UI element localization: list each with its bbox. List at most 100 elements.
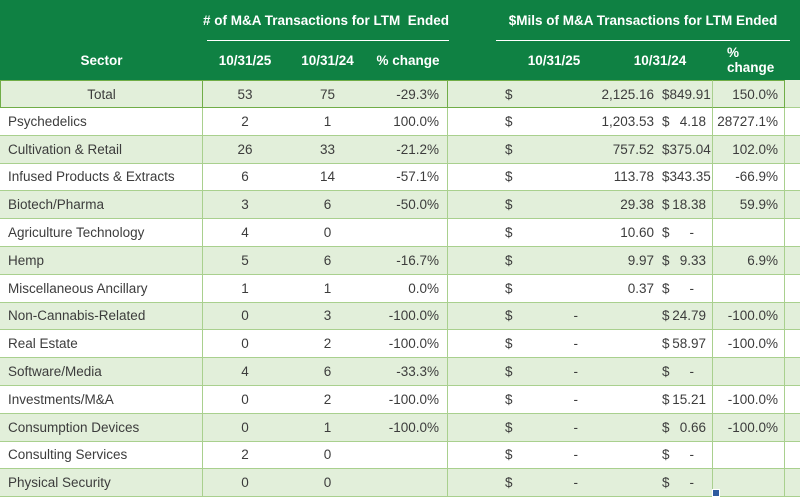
- sector-cell[interactable]: Software/Media: [0, 358, 203, 386]
- dollars-pct-change-cell[interactable]: [713, 358, 785, 386]
- dollars-2025-cell[interactable]: $ -: [448, 358, 660, 386]
- count-2024-cell[interactable]: 75: [287, 80, 368, 108]
- dollars-2025-cell[interactable]: $ -: [448, 442, 660, 470]
- dollars-pct-change-cell[interactable]: -100.0%: [713, 413, 785, 442]
- dollars-pct-change-cell[interactable]: 59.9%: [713, 191, 785, 220]
- count-2025-cell[interactable]: 2: [203, 442, 287, 470]
- count-2025-cell[interactable]: 0: [203, 386, 287, 414]
- count-2024-cell[interactable]: 3: [287, 302, 368, 331]
- dollars-pct-change-cell[interactable]: [713, 441, 785, 470]
- count-2024-cell[interactable]: 6: [287, 191, 368, 220]
- count-2025-cell[interactable]: 53: [203, 80, 287, 108]
- sector-cell[interactable]: Cultivation & Retail: [0, 135, 203, 164]
- sector-cell[interactable]: Physical Security: [0, 469, 203, 498]
- count-pct-change-cell[interactable]: 0.0%: [368, 274, 448, 303]
- dollars-2024-cell[interactable]: $ 9.33: [660, 246, 713, 275]
- count-pct-change-cell[interactable]: [368, 441, 448, 470]
- dollars-pct-change-cell[interactable]: 102.0%: [713, 135, 785, 164]
- dollars-pct-change-cell[interactable]: 28727.1%: [713, 108, 785, 136]
- count-pct-change-cell[interactable]: -100.0%: [368, 302, 448, 331]
- count-2024-cell[interactable]: 1: [287, 108, 368, 136]
- sector-cell[interactable]: Consumption Devices: [0, 413, 203, 442]
- count-pct-change-cell[interactable]: -100.0%: [368, 330, 448, 359]
- count-pct-change-cell[interactable]: [368, 219, 448, 247]
- count-2025-cell[interactable]: 5: [203, 246, 287, 275]
- sector-cell[interactable]: Psychedelics: [0, 108, 203, 136]
- count-pct-change-cell[interactable]: -33.3%: [368, 358, 448, 386]
- sector-cell[interactable]: Biotech/Pharma: [0, 191, 203, 220]
- count-2024-cell[interactable]: 1: [287, 275, 368, 303]
- count-2025-cell[interactable]: 2: [203, 108, 287, 136]
- dollars-2024-cell[interactable]: $ -: [660, 274, 713, 303]
- count-pct-change-cell[interactable]: -29.3%: [368, 80, 448, 108]
- dollars-2025-cell[interactable]: $ -: [448, 330, 660, 359]
- dollars-2025-cell[interactable]: $ -: [448, 469, 660, 498]
- count-pct-change-cell[interactable]: -16.7%: [368, 246, 448, 275]
- count-2024-cell[interactable]: 14: [287, 164, 368, 192]
- count-2025-cell[interactable]: 4: [203, 358, 287, 386]
- count-2025-cell[interactable]: 0: [203, 302, 287, 331]
- count-2025-cell[interactable]: 3: [203, 191, 287, 220]
- dollars-2025-cell[interactable]: $ 10.60: [448, 219, 660, 247]
- dollars-pct-change-cell[interactable]: [713, 469, 785, 498]
- sector-cell[interactable]: Consulting Services: [0, 441, 203, 470]
- count-2024-cell[interactable]: 2: [287, 330, 368, 359]
- dollars-2024-cell[interactable]: $ -: [660, 219, 713, 247]
- dollars-2025-cell[interactable]: $ 757.52: [448, 135, 660, 164]
- dollars-2024-cell[interactable]: $ -: [660, 441, 713, 470]
- selection-fill-handle[interactable]: [712, 489, 720, 497]
- dollars-2025-cell[interactable]: $ 2,125.16: [448, 80, 660, 108]
- count-2025-cell[interactable]: 6: [203, 164, 287, 192]
- count-2024-cell[interactable]: 0: [287, 442, 368, 470]
- count-2024-cell[interactable]: 33: [287, 135, 368, 164]
- count-2024-cell[interactable]: 0: [287, 469, 368, 498]
- dollars-2024-cell[interactable]: $ 58.97: [660, 330, 713, 359]
- count-pct-change-cell[interactable]: -100.0%: [368, 413, 448, 442]
- sector-cell[interactable]: Infused Products & Extracts: [0, 163, 203, 192]
- count-pct-change-cell[interactable]: -50.0%: [368, 191, 448, 220]
- count-pct-change-cell[interactable]: 100.0%: [368, 108, 448, 136]
- dollars-2025-cell[interactable]: $ -: [448, 386, 660, 414]
- sector-cell[interactable]: Miscellaneous Ancillary: [0, 274, 203, 303]
- count-pct-change-cell[interactable]: -100.0%: [368, 385, 448, 414]
- count-pct-change-cell[interactable]: -21.2%: [368, 135, 448, 164]
- count-2025-cell[interactable]: 0: [203, 413, 287, 442]
- dollars-2024-cell[interactable]: $ 375.04: [660, 135, 713, 164]
- dollars-pct-change-cell[interactable]: 6.9%: [713, 246, 785, 275]
- dollars-2025-cell[interactable]: $ 0.37: [448, 275, 660, 303]
- count-2025-cell[interactable]: 0: [203, 469, 287, 498]
- sector-cell[interactable]: Total: [0, 80, 203, 108]
- count-2025-cell[interactable]: 4: [203, 219, 287, 247]
- count-2024-cell[interactable]: 2: [287, 386, 368, 414]
- dollars-pct-change-cell[interactable]: -100.0%: [713, 385, 785, 414]
- dollars-2024-cell[interactable]: $ 343.35: [660, 163, 713, 192]
- dollars-2024-cell[interactable]: $ 15.21: [660, 385, 713, 414]
- dollars-2025-cell[interactable]: $ 9.97: [448, 246, 660, 275]
- count-2025-cell[interactable]: 1: [203, 275, 287, 303]
- count-2024-cell[interactable]: 0: [287, 219, 368, 247]
- sector-cell[interactable]: Real Estate: [0, 330, 203, 359]
- dollars-pct-change-cell[interactable]: -100.0%: [713, 330, 785, 359]
- dollars-2025-cell[interactable]: $ -: [448, 413, 660, 442]
- dollars-2024-cell[interactable]: $ -: [660, 469, 713, 498]
- dollars-2024-cell[interactable]: $ 24.79: [660, 302, 713, 331]
- dollars-2025-cell[interactable]: $ -: [448, 302, 660, 331]
- dollars-2024-cell[interactable]: $ 0.66: [660, 413, 713, 442]
- count-pct-change-cell[interactable]: -57.1%: [368, 163, 448, 192]
- dollars-pct-change-cell[interactable]: 150.0%: [713, 80, 785, 108]
- dollars-2024-cell[interactable]: $ -: [660, 358, 713, 386]
- dollars-2025-cell[interactable]: $ 113.78: [448, 164, 660, 192]
- count-2024-cell[interactable]: 6: [287, 246, 368, 275]
- dollars-2025-cell[interactable]: $ 29.38: [448, 191, 660, 220]
- count-2024-cell[interactable]: 1: [287, 413, 368, 442]
- dollars-2024-cell[interactable]: $ 849.91: [660, 80, 713, 108]
- sector-cell[interactable]: Hemp: [0, 246, 203, 275]
- count-2025-cell[interactable]: 0: [203, 330, 287, 359]
- sector-cell[interactable]: Agriculture Technology: [0, 219, 203, 247]
- dollars-pct-change-cell[interactable]: -100.0%: [713, 302, 785, 331]
- dollars-2025-cell[interactable]: $ 1,203.53: [448, 108, 660, 136]
- count-pct-change-cell[interactable]: [368, 469, 448, 498]
- count-2024-cell[interactable]: 6: [287, 358, 368, 386]
- dollars-pct-change-cell[interactable]: [713, 274, 785, 303]
- count-2025-cell[interactable]: 26: [203, 135, 287, 164]
